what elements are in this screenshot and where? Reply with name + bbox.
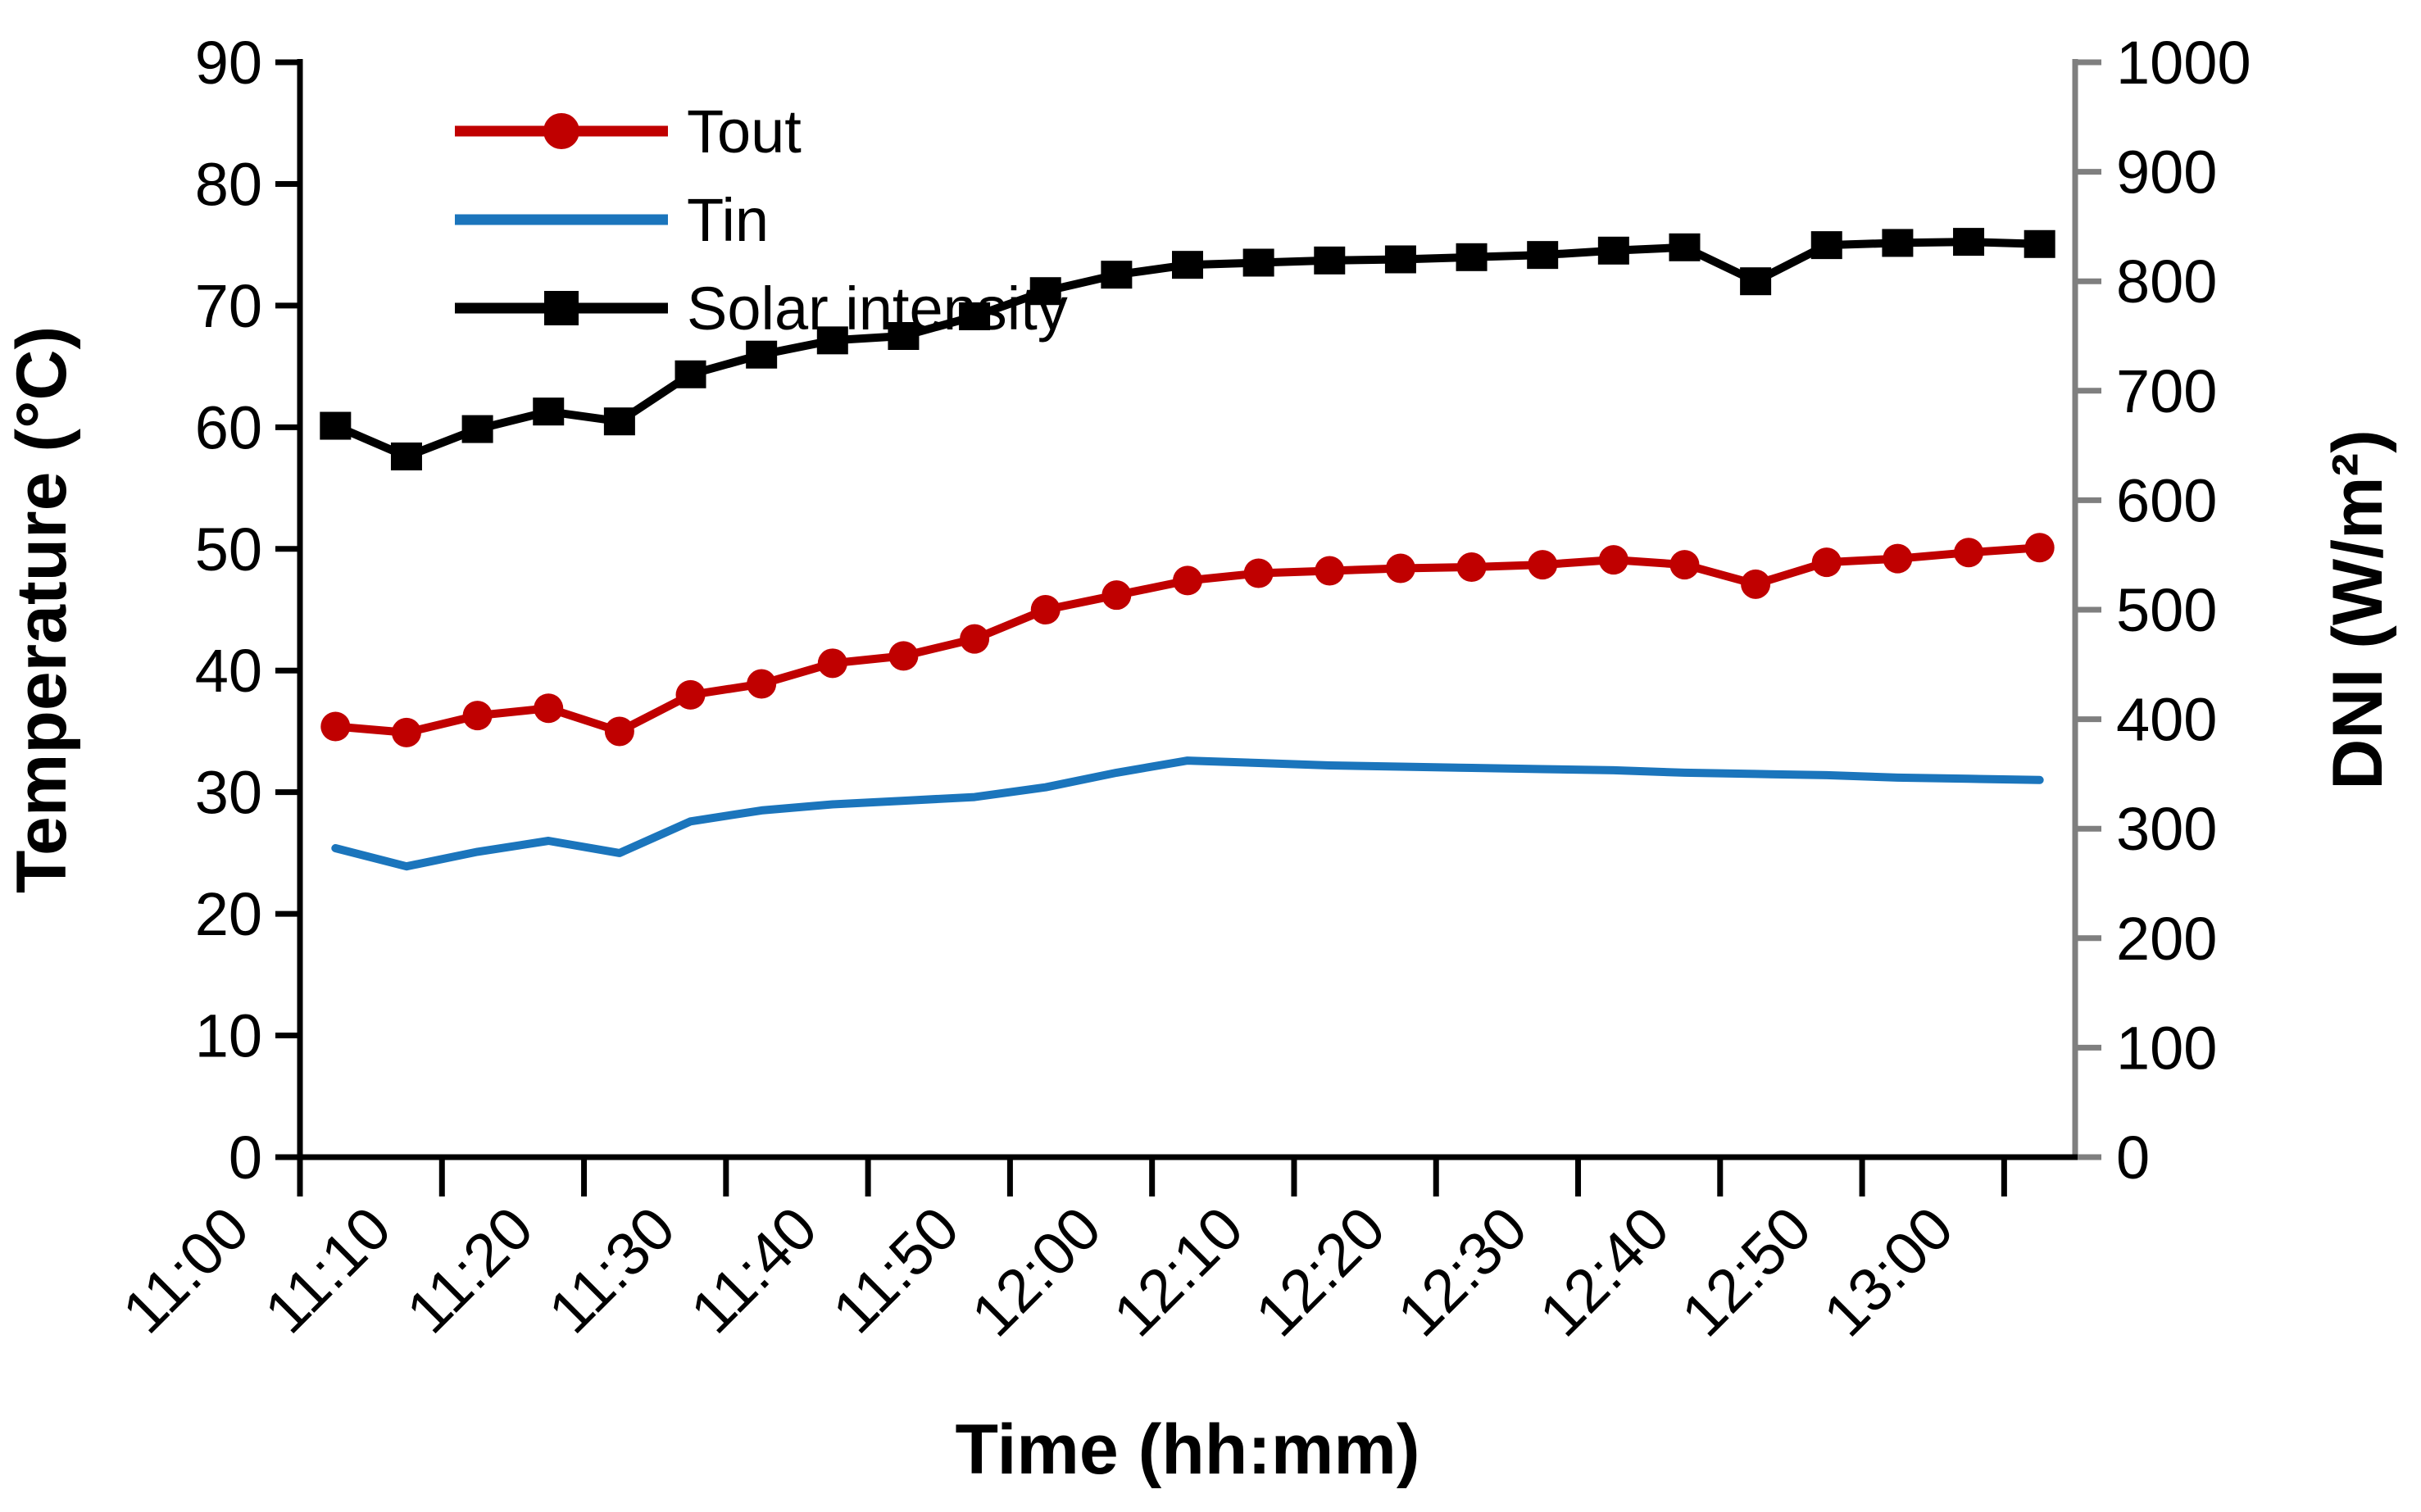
marker-solar-intensity (1242, 248, 1274, 277)
marker-tout (1741, 569, 1771, 599)
marker-tout (747, 669, 777, 699)
marker-solar-intensity (1384, 245, 1416, 274)
marker-tout (2024, 533, 2055, 563)
marker-tout (1669, 550, 1700, 580)
right-axis-tick-label: 500 (2116, 576, 2217, 644)
x-axis-tick-label: 12:40 (1526, 1194, 1682, 1350)
marker-solar-intensity (603, 407, 635, 436)
marker-tout (1101, 580, 1132, 611)
marker-solar-intensity (888, 322, 920, 350)
legend-item-solar: Solar intensity (455, 275, 1068, 343)
left-axis-tick-label: 80 (195, 150, 262, 218)
left-axis-tick-label: 40 (195, 637, 262, 705)
x-axis-title: Time (hh:mm) (956, 1410, 1420, 1489)
marker-tout (888, 641, 919, 671)
legend-label-tin: Tin (687, 186, 769, 254)
marker-tout (675, 679, 706, 710)
marker-solar-intensity (816, 326, 848, 355)
right-axis-tick-label: 300 (2116, 795, 2217, 863)
marker-solar-intensity (675, 360, 706, 388)
x-axis-tick-label: 12:30 (1384, 1194, 1540, 1350)
marker-solar-intensity (461, 415, 493, 443)
marker-solar-intensity (2024, 229, 2055, 258)
x-axis-tick-label: 12:50 (1669, 1194, 1824, 1350)
left-axis-tick-label: 50 (195, 515, 262, 583)
marker-solar-intensity (1527, 241, 1559, 270)
left-axis-title: Temperature (°C) (2, 326, 81, 893)
x-axis-tick-label: 11:00 (110, 1194, 262, 1346)
left-axis-tick-label: 20 (195, 880, 262, 948)
legend: Tout Tin Solar intensity (455, 98, 1068, 343)
right-axis-tick-label: 800 (2116, 247, 2217, 316)
marker-tout (960, 624, 990, 654)
right-axis-title: DNI (W/m²) (2319, 429, 2397, 789)
legend-item-tin: Tin (455, 186, 769, 254)
left-axis-tick-label: 90 (195, 29, 262, 97)
solar-square-marker-icon (544, 291, 579, 325)
marker-tout (1811, 547, 1842, 578)
marker-tout (817, 648, 847, 679)
marker-solar-intensity (390, 442, 422, 470)
x-axis-tick-label: 11:20 (393, 1194, 546, 1346)
right-axis-tick-label: 400 (2116, 686, 2217, 754)
x-axis-tick-label: 12:10 (1101, 1194, 1256, 1350)
marker-tout (1315, 556, 1345, 586)
tout-circle-marker-icon (543, 113, 579, 149)
left-axis-tick-label: 30 (195, 759, 262, 827)
marker-solar-intensity (1953, 228, 1985, 257)
right-axis-tick-label: 600 (2116, 466, 2217, 534)
right-axis-tick-label: 900 (2116, 138, 2217, 207)
marker-solar-intensity (746, 340, 778, 369)
right-axis-tick-label: 100 (2116, 1014, 2217, 1082)
x-axis-tick-label: 12:00 (958, 1194, 1114, 1350)
marker-solar-intensity (1882, 229, 1914, 257)
marker-tout (534, 693, 564, 724)
left-axis-tick-label: 60 (195, 393, 262, 461)
marker-solar-intensity (1101, 261, 1133, 289)
marker-tout (1883, 543, 1913, 574)
marker-tout (1243, 558, 1274, 588)
left-axis-tick-label: 0 (229, 1124, 262, 1192)
marker-solar-intensity (1456, 243, 1488, 271)
marker-tout (1598, 545, 1628, 575)
marker-tout (462, 701, 493, 731)
marker-solar-intensity (533, 397, 565, 426)
plot-area: 0102030405060708090010020030040050060070… (110, 29, 2251, 1349)
marker-tout (1954, 538, 1984, 568)
left-axis-tick-label: 10 (195, 1002, 262, 1070)
legend-label-tout: Tout (687, 98, 802, 166)
legend-label-solar: Solar intensity (687, 275, 1068, 343)
marker-solar-intensity (1740, 267, 1772, 296)
x-axis-tick-label: 11:10 (252, 1194, 404, 1346)
marker-solar-intensity (1029, 277, 1061, 306)
left-axis-tick-label: 70 (195, 272, 262, 340)
marker-tout (1030, 595, 1061, 624)
x-axis-tick-label: 11:30 (535, 1194, 688, 1346)
series-line-tin (331, 756, 2044, 871)
x-axis-tick-label: 12:20 (1242, 1194, 1398, 1350)
x-axis-tick-label: 11:40 (678, 1194, 830, 1346)
marker-tout (320, 711, 351, 742)
marker-tout (1173, 565, 1202, 596)
x-axis-tick-label: 11:50 (820, 1194, 972, 1346)
marker-solar-intensity (320, 411, 352, 440)
marker-solar-intensity (959, 302, 991, 330)
right-axis-tick-label: 700 (2116, 357, 2217, 425)
right-axis-tick-label: 1000 (2116, 29, 2251, 97)
marker-tout (1385, 553, 1415, 583)
marker-tout (1456, 552, 1487, 583)
marker-solar-intensity (1810, 231, 1842, 260)
marker-solar-intensity (1172, 251, 1203, 279)
marker-solar-intensity (1597, 236, 1629, 265)
right-axis-tick-label: 0 (2116, 1124, 2150, 1192)
legend-item-tout: Tout (455, 98, 802, 166)
marker-tout (604, 716, 634, 747)
marker-solar-intensity (1669, 233, 1701, 261)
marker-tout (391, 717, 421, 747)
right-axis-tick-label: 200 (2116, 905, 2217, 973)
marker-tout (1528, 550, 1558, 580)
marker-solar-intensity (1314, 246, 1346, 275)
x-axis-tick-label: 13:00 (1810, 1194, 1966, 1350)
